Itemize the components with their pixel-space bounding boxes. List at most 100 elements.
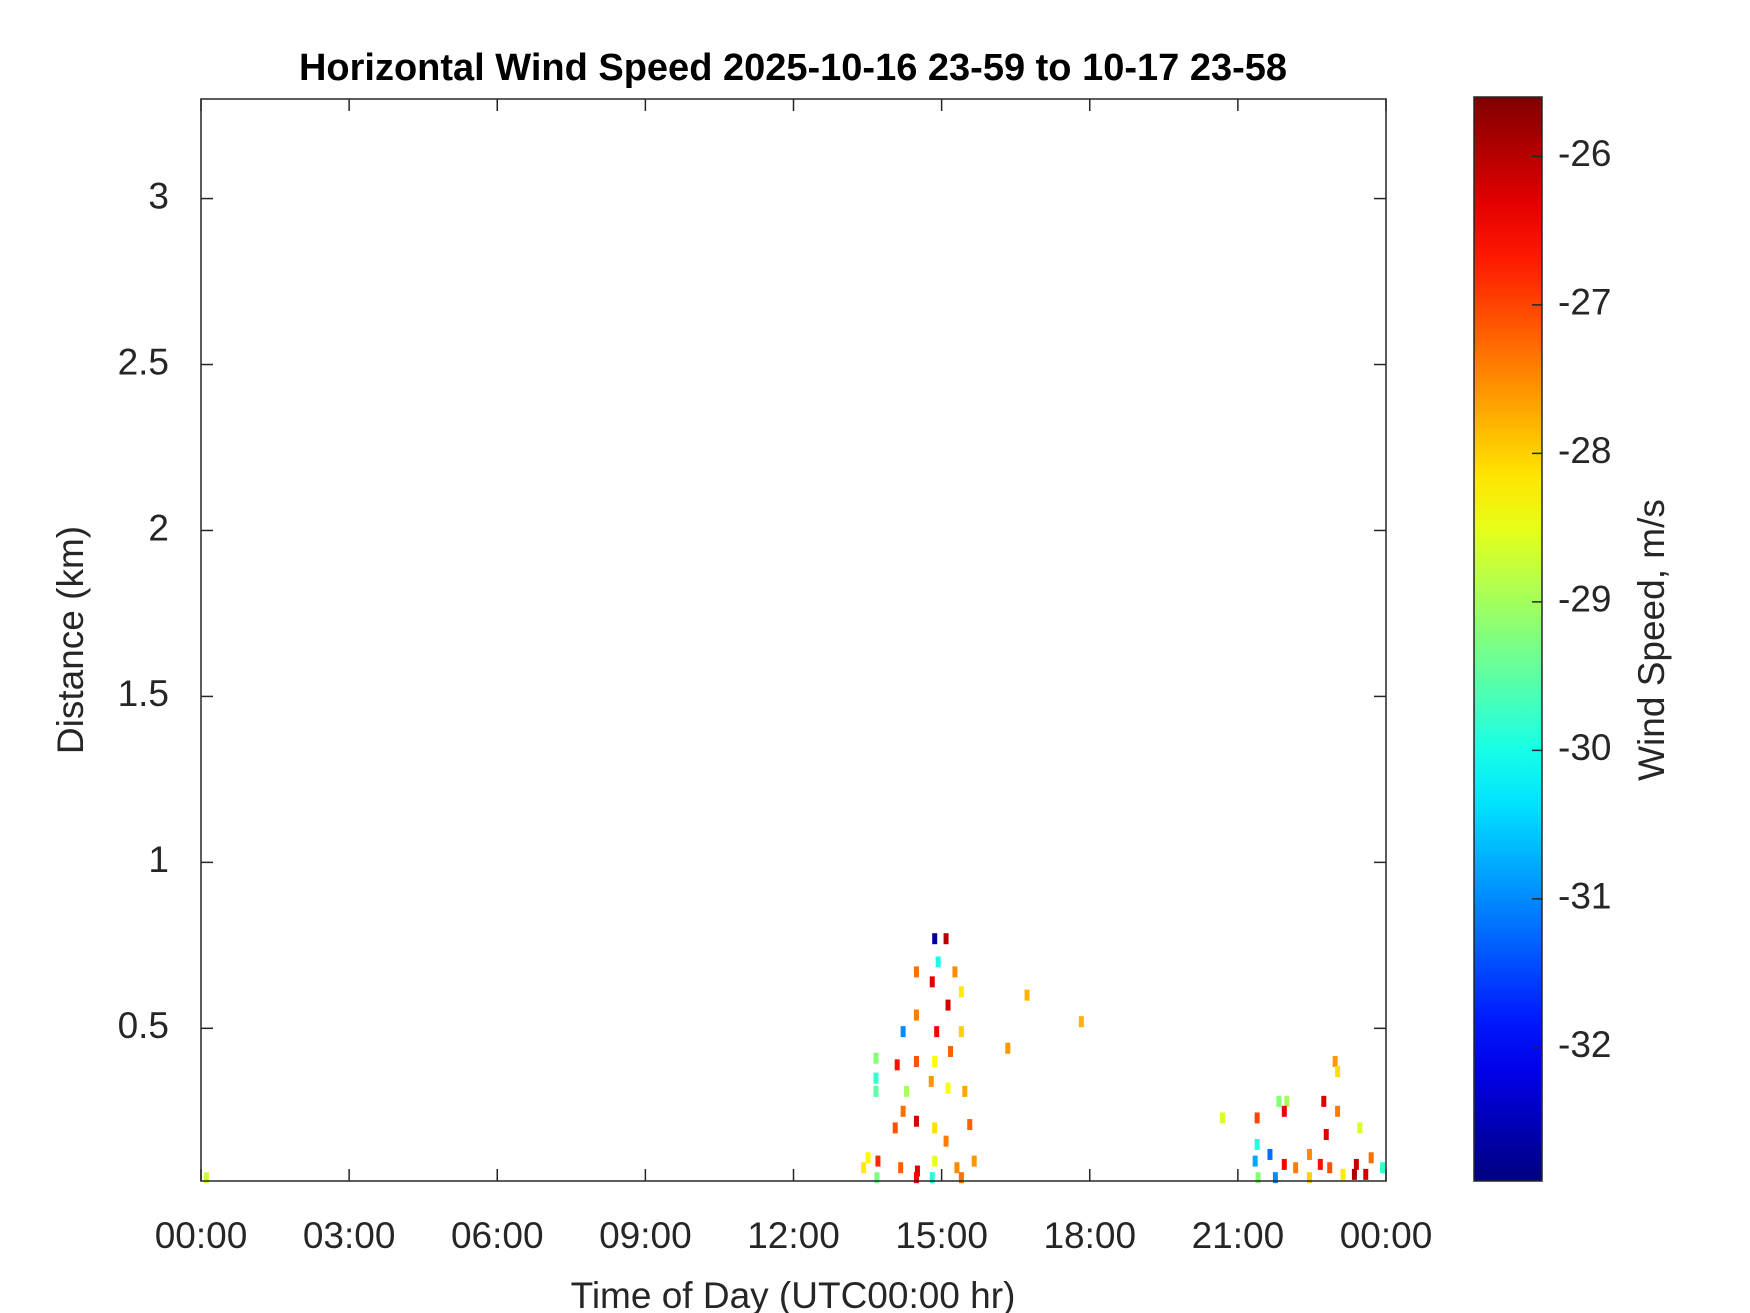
- cell: [898, 1162, 904, 1174]
- cell: [1267, 1148, 1273, 1160]
- colorbar-tick-label: -30: [1558, 727, 1611, 768]
- x-tick-label: 21:00: [1192, 1215, 1285, 1256]
- y-tick-label: 2.5: [118, 341, 169, 382]
- cell: [1327, 1162, 1333, 1174]
- cell: [1351, 1168, 1357, 1180]
- cell: [1024, 989, 1030, 1001]
- cell: [958, 1172, 964, 1184]
- colorbar-label: Wind Speed, m/s: [1631, 499, 1672, 781]
- colorbar-tick-label: -27: [1558, 282, 1611, 323]
- cell: [1363, 1168, 1369, 1180]
- cell: [913, 1172, 919, 1184]
- cell: [1281, 1105, 1287, 1117]
- cell: [932, 1122, 938, 1134]
- colorbar: [1473, 96, 1543, 1182]
- cell: [958, 986, 964, 998]
- cell: [958, 1026, 964, 1038]
- cell: [873, 1052, 879, 1064]
- colorbar-tick-label: -31: [1558, 876, 1611, 917]
- cell: [874, 1172, 880, 1184]
- cell: [913, 1009, 919, 1021]
- cell: [904, 1085, 910, 1097]
- cell: [962, 1085, 968, 1097]
- cell: [1306, 1172, 1312, 1184]
- cell: [1323, 1129, 1329, 1141]
- x-tick-label: 09:00: [599, 1215, 692, 1256]
- cell: [929, 976, 935, 988]
- cell: [1306, 1148, 1312, 1160]
- cell: [967, 1119, 973, 1131]
- y-tick-label: 1.5: [118, 673, 169, 714]
- cell: [892, 1122, 898, 1134]
- cell: [929, 1172, 935, 1184]
- cell: [1255, 1172, 1261, 1184]
- cell: [1335, 1105, 1341, 1117]
- cell: [1254, 1138, 1260, 1150]
- y-axis-label: Distance (km): [50, 526, 91, 754]
- cell: [945, 1082, 951, 1094]
- cell: [913, 1115, 919, 1127]
- cell: [1272, 1172, 1278, 1184]
- cell: [1353, 1158, 1359, 1170]
- cell: [913, 1056, 919, 1068]
- cell: [932, 1155, 938, 1167]
- cell: [913, 966, 919, 978]
- cell: [1284, 1095, 1290, 1107]
- y-tick-label: 2: [148, 507, 169, 548]
- cell: [948, 1046, 954, 1058]
- cell: [943, 1135, 949, 1147]
- cell: [861, 1162, 867, 1174]
- plot-frame: [200, 98, 1387, 1182]
- cell: [203, 1172, 209, 1184]
- cell: [873, 1085, 879, 1097]
- x-tick-label: 12:00: [747, 1215, 840, 1256]
- cell: [1317, 1158, 1323, 1170]
- cell: [865, 1152, 871, 1164]
- x-axis-label: Time of Day (UTC00:00 hr): [571, 1275, 1016, 1313]
- cell: [935, 956, 941, 968]
- colorbar-tick-label: -28: [1558, 430, 1611, 471]
- cell: [1335, 1065, 1341, 1077]
- cell: [934, 1026, 940, 1038]
- y-tick-label: 3: [148, 175, 169, 216]
- cell: [875, 1155, 881, 1167]
- cell: [945, 999, 951, 1011]
- colorbar-tick-label: -32: [1558, 1024, 1611, 1065]
- cell: [1281, 1158, 1287, 1170]
- cell: [1380, 1162, 1386, 1174]
- cell: [1332, 1056, 1338, 1068]
- cell: [1254, 1112, 1260, 1124]
- cell: [928, 1075, 934, 1087]
- cell: [914, 1165, 920, 1177]
- cell: [1321, 1095, 1327, 1107]
- cell: [894, 1059, 900, 1071]
- cell: [900, 1105, 906, 1117]
- cell: [943, 933, 949, 945]
- cell: [1340, 1168, 1346, 1180]
- x-tick-label: 18:00: [1043, 1215, 1136, 1256]
- x-tick-label: 15:00: [895, 1215, 988, 1256]
- cell: [900, 1026, 906, 1038]
- cell: [873, 1072, 879, 1084]
- cell: [932, 1056, 938, 1068]
- colorbar-tick-label: -26: [1558, 133, 1611, 174]
- cell: [1252, 1155, 1258, 1167]
- cell: [952, 966, 958, 978]
- x-tick-label: 03:00: [303, 1215, 396, 1256]
- cell: [1078, 1016, 1084, 1028]
- cell: [971, 1155, 977, 1167]
- y-tick-label: 1: [148, 839, 169, 880]
- cell: [1368, 1152, 1374, 1164]
- x-tick-label: 00:00: [1340, 1215, 1433, 1256]
- x-tick-label: 00:00: [155, 1215, 248, 1256]
- cell: [1005, 1042, 1011, 1054]
- cell: [932, 933, 938, 945]
- colorbar-tick-label: -29: [1558, 579, 1611, 620]
- cell: [1220, 1112, 1226, 1124]
- cell: [1293, 1162, 1299, 1174]
- y-tick-label: 0.5: [118, 1005, 169, 1046]
- x-tick-label: 06:00: [451, 1215, 544, 1256]
- cell: [1276, 1095, 1282, 1107]
- chart-title: Horizontal Wind Speed 2025-10-16 23-59 t…: [299, 47, 1287, 89]
